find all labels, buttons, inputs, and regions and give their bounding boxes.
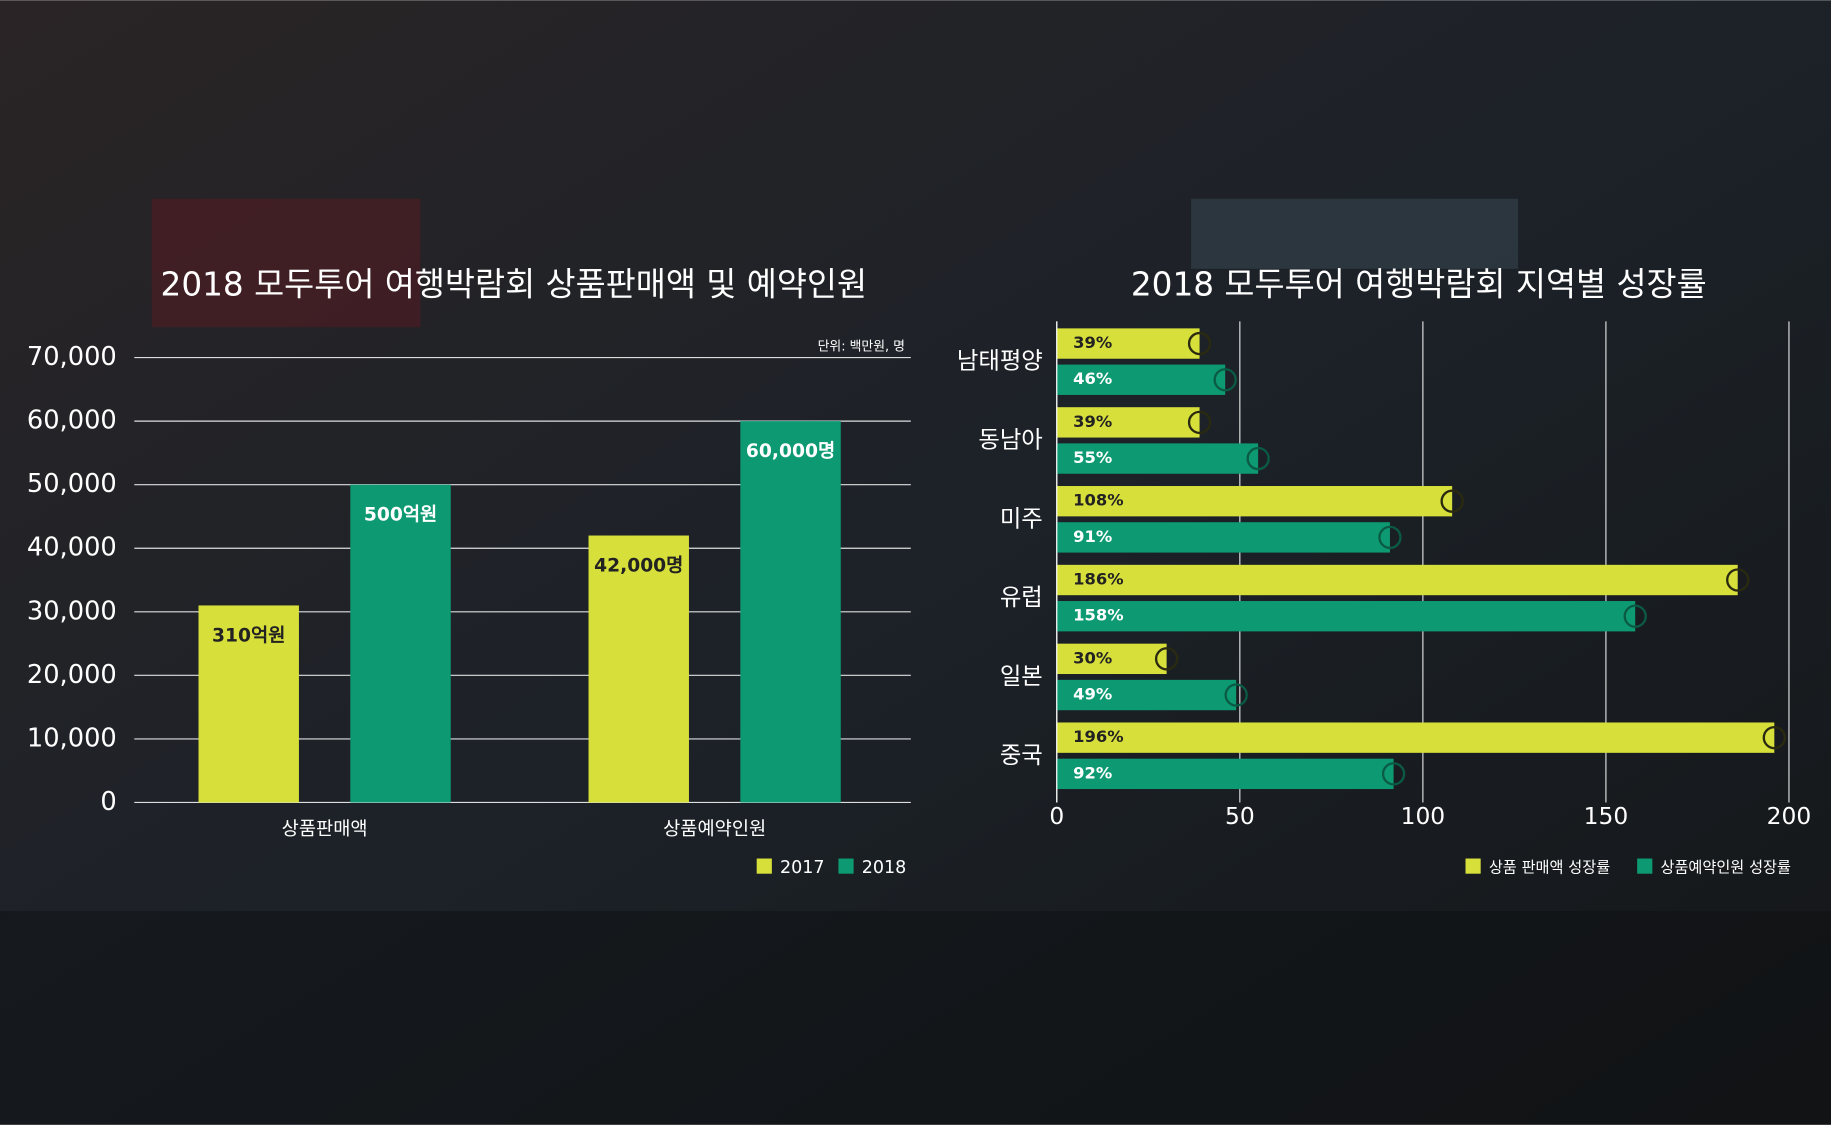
- legend-label: 2018: [862, 858, 907, 878]
- value-label: 500억원: [364, 505, 437, 526]
- y-tick-label: 20,000: [27, 660, 117, 690]
- bar-icon: [1213, 368, 1237, 392]
- x-tick-label: 200: [1767, 802, 1812, 830]
- bar: [198, 605, 299, 803]
- bar: [1056, 443, 1259, 474]
- bar: [1056, 679, 1237, 711]
- chart-title: 2018 모두투어 여행박람회 상품판매액 및 예약인원: [161, 265, 868, 303]
- bar-icon: [1381, 762, 1406, 786]
- bar: [1056, 328, 1200, 359]
- x-tick-label: 상품판매액: [282, 819, 368, 840]
- x-tick-label: 50: [1225, 802, 1255, 830]
- bar: [1056, 758, 1394, 790]
- x-tick-label: 150: [1584, 802, 1629, 830]
- bar-icon: [1154, 647, 1179, 671]
- value-label: 30%: [1073, 648, 1112, 667]
- legend-label: 상품예약인원 성장률: [1661, 858, 1791, 876]
- value-label: 196%: [1073, 727, 1123, 746]
- y-tick-label: 30,000: [27, 596, 117, 626]
- value-label: 310억원: [212, 625, 285, 646]
- bar: [350, 484, 451, 803]
- y-tick-label: 일본: [1000, 662, 1043, 690]
- value-label: 91%: [1073, 527, 1112, 546]
- y-tick-label: 60,000: [27, 406, 117, 436]
- bar-icon: [1224, 683, 1248, 707]
- value-label: 92%: [1073, 763, 1112, 782]
- y-tick-label: 미주: [1000, 504, 1043, 532]
- legend-swatch: [1637, 858, 1653, 874]
- bar-icon: [1378, 525, 1402, 550]
- unit-note: 단위: 백만원, 명: [818, 340, 905, 355]
- y-tick-label: 동남아: [978, 426, 1042, 454]
- legend-label: 상품 판매액 성장률: [1489, 858, 1610, 876]
- y-tick-label: 중국: [1000, 741, 1043, 769]
- legend-swatch: [838, 858, 854, 874]
- x-tick-label: 0: [1049, 802, 1064, 830]
- legend-swatch: [1465, 858, 1481, 874]
- legend-label: 2017: [780, 858, 825, 878]
- y-tick-label: 남태평양: [957, 347, 1043, 375]
- value-label: 49%: [1073, 685, 1112, 704]
- bar-icon: [1246, 446, 1270, 471]
- y-tick-label: 70,000: [27, 342, 117, 372]
- legend-swatch: [756, 858, 772, 874]
- bg-booth: [151, 198, 421, 328]
- bar-icon: [1440, 489, 1464, 513]
- y-tick-label: 40,000: [27, 533, 117, 563]
- bar-icon: [1187, 331, 1212, 356]
- x-tick-label: 상품예약인원: [663, 819, 766, 840]
- value-label: 60,000명: [746, 441, 835, 462]
- bar-icon: [1762, 725, 1786, 750]
- value-label: 158%: [1073, 606, 1123, 625]
- value-label: 55%: [1073, 448, 1112, 467]
- bar: [1056, 364, 1226, 395]
- bar-icon: [1726, 568, 1750, 592]
- value-label: 42,000명: [594, 555, 683, 576]
- y-tick-label: 유럽: [1000, 583, 1043, 611]
- x-tick-label: 100: [1401, 802, 1446, 830]
- bar: [740, 421, 841, 803]
- bar: [1056, 722, 1775, 753]
- bar: [1056, 564, 1738, 596]
- bar: [1056, 643, 1167, 675]
- bar: [588, 535, 689, 803]
- bar: [1056, 486, 1453, 517]
- value-label: 39%: [1073, 333, 1112, 352]
- bar: [1056, 407, 1200, 438]
- value-label: 186%: [1073, 570, 1123, 589]
- bar: [1056, 522, 1390, 553]
- bar: [1056, 601, 1636, 632]
- value-label: 39%: [1073, 412, 1112, 431]
- y-tick-label: 0: [100, 787, 116, 817]
- value-label: 46%: [1073, 369, 1112, 388]
- bg-booth: [1191, 198, 1519, 269]
- bg-floor: [0, 911, 1831, 1125]
- bar-icon: [1623, 604, 1647, 628]
- y-tick-label: 10,000: [27, 723, 117, 753]
- chart-title: 2018 모두투어 여행박람회 지역별 성장률: [1131, 265, 1707, 303]
- bar-icon: [1187, 410, 1212, 435]
- value-label: 108%: [1073, 491, 1123, 510]
- y-tick-label: 50,000: [27, 469, 117, 499]
